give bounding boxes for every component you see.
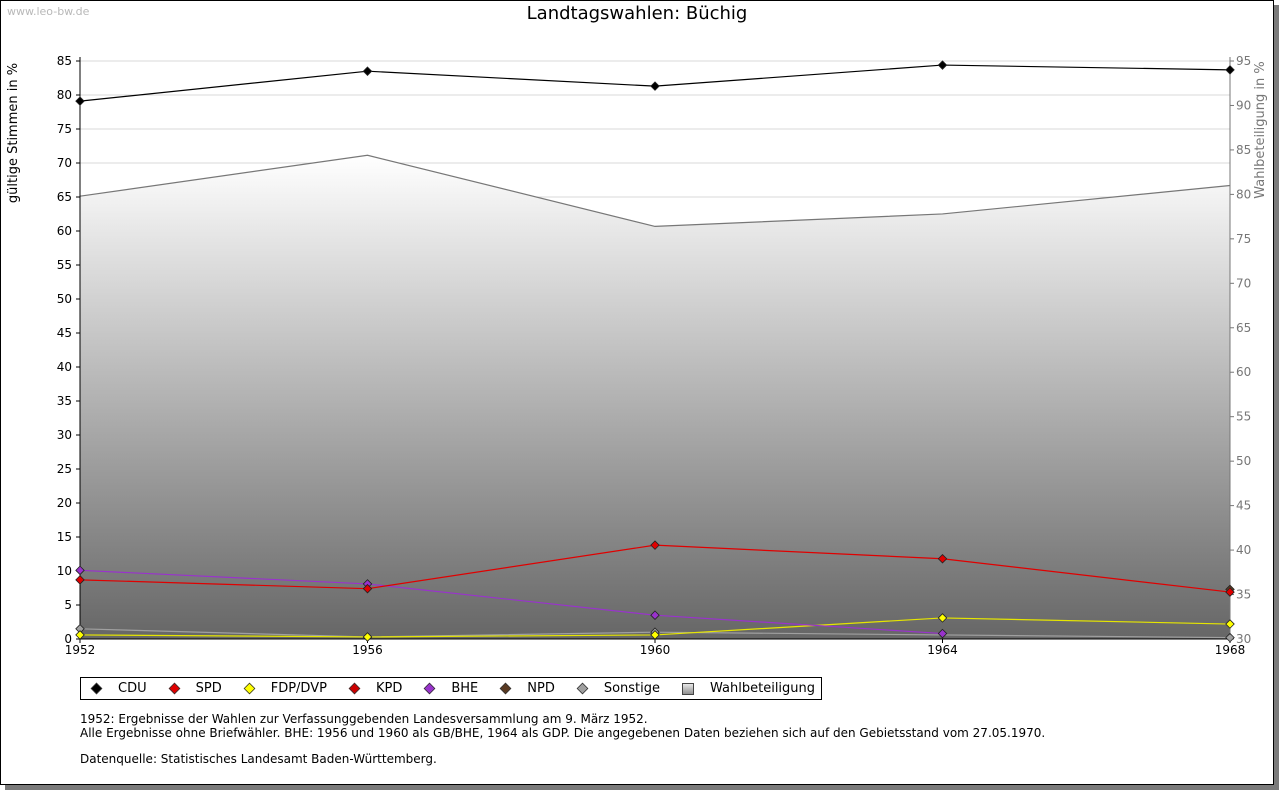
legend-label-fdp-dvp: FDP/DVP <box>270 681 327 696</box>
data-point-spd <box>362 583 373 594</box>
y-tick-label: 20 <box>57 496 72 510</box>
y-axis-label: gültige Stimmen in % <box>6 63 21 203</box>
turnout-line <box>79 154 1231 228</box>
data-point-fdp-dvp <box>1225 619 1235 629</box>
chart-notes: 1952: Ergebnisse der Wahlen zur Verfassu… <box>80 712 1045 766</box>
data-point-cdu <box>75 96 85 106</box>
data-point-sonstige <box>1225 632 1235 643</box>
y2-tick-label: 50 <box>1236 454 1251 468</box>
data-point-bhe <box>937 628 948 639</box>
x-tick-label: 1968 <box>1215 643 1246 657</box>
y-tick-label: 80 <box>57 88 72 102</box>
y-tick-label: 25 <box>57 462 72 476</box>
y2-tick-label: 80 <box>1236 187 1251 201</box>
legend-item-npd: NPD <box>499 681 555 696</box>
chart-legend: CDU SPD FDP/DVP KPD BHE NPD Sonstige Wahlbeteil… <box>80 677 822 700</box>
legend-marker-spd <box>168 682 180 695</box>
legend-label-spd: SPD <box>195 681 222 696</box>
y2-tick-label: 85 <box>1236 143 1251 157</box>
y-tick-label: 60 <box>57 224 72 238</box>
note-line-1: 1952: Ergebnisse der Wahlen zur Verfassu… <box>80 712 648 726</box>
y2-tick-label: 45 <box>1236 499 1251 513</box>
y-tick-label: 10 <box>57 564 72 578</box>
legend-label-kpd: KPD <box>375 681 403 696</box>
legend-marker-fdp-dvp <box>243 682 256 695</box>
legend-label-npd: NPD <box>527 681 555 696</box>
data-point-cdu <box>1225 65 1235 75</box>
data-point-fdp-dvp <box>937 613 948 623</box>
data-point-spd <box>75 575 85 585</box>
legend-marker-bhe <box>423 682 436 695</box>
data-source: Datenquelle: Statistisches Landesamt Bad… <box>80 752 437 766</box>
y-tick-label: 55 <box>57 258 72 272</box>
y-tick-label: 75 <box>57 122 72 136</box>
legend-label-wahlbeteiligung: Wahlbeteiligung <box>710 681 816 696</box>
y2-tick-label: 40 <box>1236 543 1251 557</box>
legend-label-sonstige: Sonstige <box>603 681 661 696</box>
data-point-spd <box>1225 587 1235 597</box>
axes: 0 5 10 15 20 25 30 35 40 45 50 55 60 65 70 75 80 85 30 35 40… <box>57 54 1252 657</box>
y-tick-label: 45 <box>57 326 72 340</box>
y-tick-label: 70 <box>57 156 72 170</box>
chart-title: Landtagswahlen: Büchig <box>526 3 748 24</box>
y2-tick-label: 30 <box>1236 632 1251 646</box>
y2-tick-label: 35 <box>1236 588 1251 602</box>
y-tick-label: 35 <box>57 394 72 408</box>
watermark: www.leo-bw.de <box>7 5 90 18</box>
legend-marker-sonstige <box>576 682 589 695</box>
data-point-fdp-dvp <box>650 630 660 640</box>
legend-item-bhe: BHE <box>423 681 479 696</box>
y2-tick-label: 95 <box>1236 54 1251 68</box>
y2-tick-label: 55 <box>1236 410 1251 424</box>
data-point-spd <box>650 540 660 550</box>
y-tick-label: 50 <box>57 292 72 306</box>
series-lines <box>75 60 1235 643</box>
legend-item-fdp-dvp: FDP/DVP <box>243 681 327 696</box>
y-tick-label: 30 <box>57 428 72 442</box>
y2-tick-label: 65 <box>1236 321 1251 335</box>
legend-label-cdu: CDU <box>118 681 147 696</box>
y-tick-label: 85 <box>57 54 72 68</box>
data-point-bhe <box>650 610 660 620</box>
legend-marker-kpd <box>348 682 361 695</box>
x-tick-label: 1960 <box>640 643 671 657</box>
x-tick-label: 1964 <box>927 643 958 657</box>
legend-label-bhe: BHE <box>451 681 479 696</box>
legend-item-kpd: KPD <box>348 681 403 696</box>
data-point-spd <box>937 553 948 564</box>
data-point-fdp-dvp <box>75 630 85 640</box>
y-tick-label: 0 <box>64 632 72 646</box>
y-tick-label: 65 <box>57 190 72 204</box>
legend-marker-cdu <box>90 682 103 695</box>
y2-axis-label: Wahlbeteiligung in % <box>1253 61 1268 198</box>
legend-marker-npd <box>499 682 512 695</box>
data-point-cdu <box>362 66 373 76</box>
y-tick-label: 40 <box>57 360 72 374</box>
y2-tick-label: 60 <box>1236 365 1251 379</box>
turnout-area <box>79 154 1231 639</box>
x-tick-label: 1952 <box>65 643 96 657</box>
y-tick-label: 15 <box>57 530 72 544</box>
legend-item-sonstige: Sonstige <box>576 681 661 696</box>
legend-item-cdu: CDU <box>90 681 147 696</box>
y2-tick-label: 75 <box>1236 232 1251 246</box>
note-line-2: Alle Ergebnisse ohne Briefwähler. BHE: 1… <box>80 726 1046 740</box>
legend-item-wahlbeteiligung: Wahlbeteiligung <box>682 681 815 696</box>
y2-tick-label: 90 <box>1236 98 1251 112</box>
y2-tick-label: 70 <box>1236 276 1251 290</box>
series-line-bhe <box>79 569 943 635</box>
data-point-fdp-dvp <box>362 632 373 642</box>
legend-marker-wahlbeteiligung <box>682 682 695 695</box>
y-tick-label: 5 <box>64 598 72 612</box>
turnout-area-fill <box>80 155 1230 639</box>
data-point-bhe <box>75 565 85 576</box>
data-point-cdu <box>937 60 948 70</box>
legend-item-spd: SPD <box>168 681 222 696</box>
data-point-cdu <box>650 81 660 91</box>
x-tick-label: 1956 <box>352 643 383 657</box>
